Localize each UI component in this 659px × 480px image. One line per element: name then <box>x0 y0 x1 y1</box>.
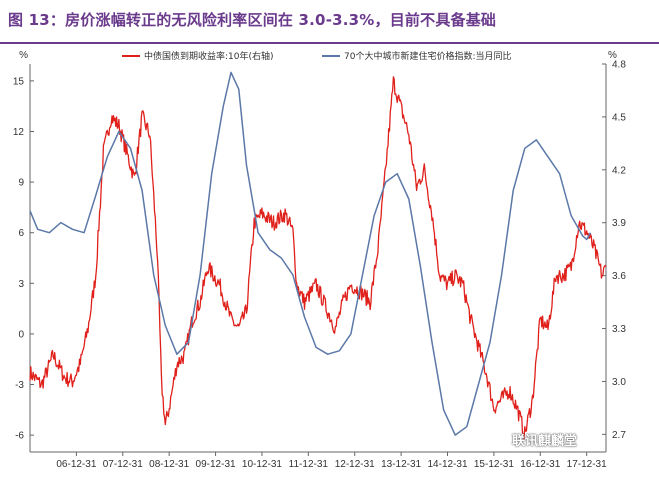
x-tick-label: 11-12-31 <box>289 459 329 470</box>
right-axis: % 2.7 3.0 3.3 3.6 3.9 4.2 4.5 4.8 <box>602 50 626 452</box>
right-tick-label: 4.5 <box>612 112 626 123</box>
left-tick-label: 12 <box>13 127 25 138</box>
x-tick-label: 17-12-31 <box>567 459 607 470</box>
series-line-bond-yield <box>29 76 607 440</box>
watermark: 联讯麒麟堂 <box>512 434 578 449</box>
left-axis: % -6 -3 0 3 6 9 12 15 <box>13 50 34 452</box>
chart-title: 图 13：房价涨幅转正的无风险利率区间在 3.0-3.3%，目前不具备基础 <box>8 11 497 29</box>
left-tick-label: 0 <box>18 329 24 340</box>
left-tick-label: 9 <box>18 178 24 189</box>
left-tick-label: -3 <box>15 380 24 391</box>
x-tick-label: 08-12-31 <box>149 459 189 470</box>
right-tick-label: 2.7 <box>612 430 626 441</box>
series-layer <box>29 71 607 440</box>
right-tick-label: 3.9 <box>612 218 626 229</box>
x-tick-label: 10-12-31 <box>242 459 282 470</box>
legend-label: 中债国债到期收益率:10年(右轴) <box>144 50 274 62</box>
x-tick-label: 13-12-31 <box>381 459 421 470</box>
left-tick-label: 15 <box>13 76 25 87</box>
x-axis: 06-12-31 07-12-31 08-12-31 09-12-31 10-12-31… <box>30 451 607 470</box>
x-tick-label: 12-12-31 <box>335 459 375 470</box>
left-tick-label: 3 <box>18 279 24 290</box>
right-tick-label: 3.3 <box>612 324 626 335</box>
left-tick-label: 6 <box>18 228 24 239</box>
x-tick-label: 14-12-31 <box>427 459 467 470</box>
legend-label: 70个大中城市新建住宅价格指数:当月同比 <box>344 50 512 62</box>
right-tick-label: 4.8 <box>612 60 626 71</box>
series-line-house-price <box>29 71 592 436</box>
right-tick-label: 3.6 <box>612 271 626 282</box>
x-tick-label: 06-12-31 <box>56 459 96 470</box>
x-tick-label: 09-12-31 <box>196 459 236 470</box>
right-tick-label: 4.2 <box>612 165 626 176</box>
title-underline <box>0 42 659 44</box>
x-tick-label: 15-12-31 <box>474 459 514 470</box>
left-axis-unit: % <box>19 50 28 61</box>
right-tick-label: 3.0 <box>612 377 626 388</box>
right-axis-unit: % <box>608 50 617 61</box>
x-tick-label: 07-12-31 <box>103 459 143 470</box>
left-tick-label: -6 <box>15 431 24 442</box>
legend: 中债国债到期收益率:10年(右轴) 70个大中城市新建住宅价格指数:当月同比 <box>122 50 512 62</box>
x-tick-label: 16-12-31 <box>520 459 560 470</box>
